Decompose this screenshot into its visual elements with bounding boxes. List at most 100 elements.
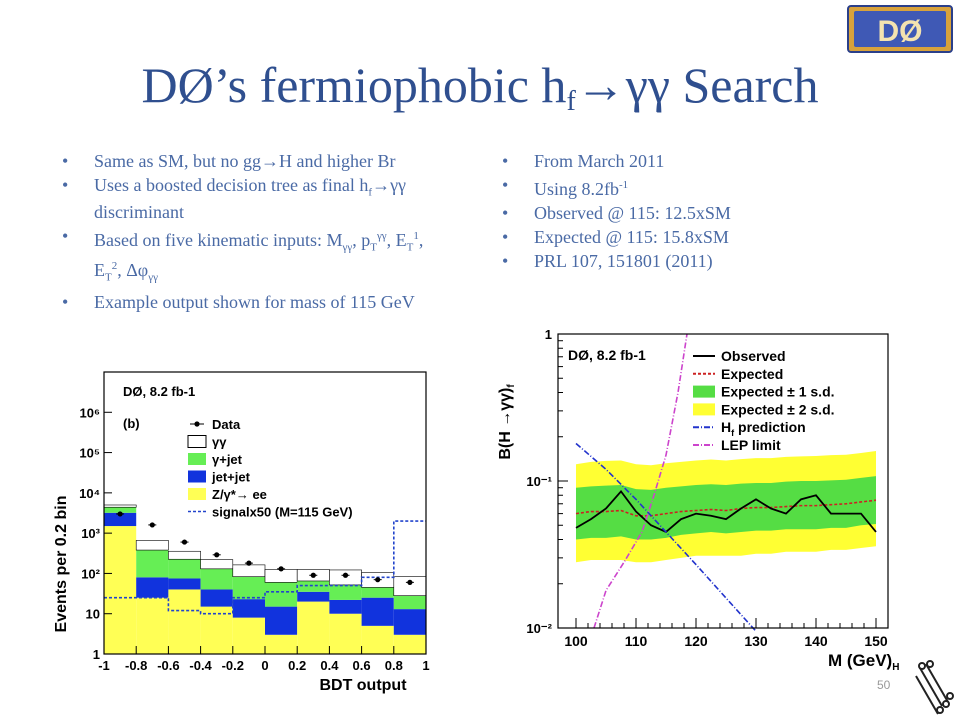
bullet-text: Expected @ 115: 15.8xSM — [534, 227, 729, 247]
bdt-panel-label: (b) — [123, 416, 140, 431]
bullet-text: , p — [352, 229, 371, 250]
bar--jet — [104, 507, 137, 513]
right-bullet-list: From March 2011 Using 8.2fb-1 Observed @… — [500, 152, 900, 276]
bullet-sub: T — [105, 271, 112, 284]
bdt-xlabel: BDT output — [319, 677, 407, 694]
bar--jet — [168, 559, 201, 579]
limit-chart: 10⁻² 10⁻¹ 1 100 110 120 130 140 150 Observed Expe… — [497, 327, 899, 673]
bullet-text: , Δφ — [117, 260, 149, 281]
limit-xlabel: M (GeV)H — [828, 651, 899, 673]
bullet-sub: T — [406, 241, 414, 254]
bar-z-ee — [136, 597, 169, 654]
x-tick-label: 0.8 — [385, 658, 403, 673]
legend-label-part: prediction — [734, 419, 806, 435]
right-bullet-4: Expected @ 115: 15.8xSM — [500, 227, 900, 248]
bar-- — [264, 569, 298, 583]
y-tick-label: 1 — [545, 327, 552, 342]
bullet-text: Example output shown for mass of 115 GeV — [94, 291, 415, 312]
bar-jet-jet — [329, 599, 362, 614]
x-tick-label: 0.4 — [320, 658, 339, 673]
left-bullet-list: Same as SM, but no gg→H and higher Br Us… — [60, 152, 440, 317]
y-tick-label: 10⁴ — [79, 486, 100, 501]
title-main: DØ’s fermiophobic h — [141, 57, 567, 113]
bar-- — [168, 550, 201, 560]
bullet-text: , E — [386, 229, 407, 250]
bar--jet — [361, 587, 394, 598]
bar-z-ee — [200, 606, 233, 654]
bar-z-ee — [232, 617, 265, 654]
arrow-glyph: → — [261, 151, 280, 171]
left-bullet-3: Based on five kinematic inputs: Mγγ, pTγ… — [60, 227, 440, 288]
legend-label-sub: f — [731, 428, 735, 438]
right-bullet-2: Using 8.2fb-1 — [500, 176, 900, 199]
bullet-sup: γγ — [376, 229, 387, 242]
legend-label: signalx50 (M=115 GeV) — [212, 505, 353, 520]
legend-label: Z/γ*→ ee — [212, 487, 267, 502]
bar-jet-jet — [136, 577, 169, 598]
bar-jet-jet — [265, 606, 298, 635]
seal-icon — [915, 660, 954, 715]
limit-title: DØ, 8.2 fb-1 — [568, 347, 646, 363]
lep-limit-line — [593, 333, 688, 629]
bar-z-ee — [361, 625, 394, 654]
y-tick-label: 10 — [86, 607, 100, 622]
right-bullet-1: From March 2011 — [500, 151, 900, 172]
bar-z-ee — [329, 613, 362, 654]
bullet-text: Observed @ 115: 12.5xSM — [534, 203, 731, 223]
bar-- — [135, 540, 169, 551]
bar--jet — [265, 582, 298, 607]
bullet-text: Based on five kinematic inputs: M — [94, 229, 343, 250]
legend-swatch — [188, 453, 206, 465]
bdt-title: DØ, 8.2 fb-1 — [123, 384, 195, 399]
legend-label-part: H — [721, 419, 731, 435]
legend-label: Observed — [721, 348, 786, 364]
bar-z-ee — [265, 634, 298, 654]
left-bullet-1: Same as SM, but no gg→H and higher Br — [60, 151, 440, 172]
bar-jet-jet — [297, 591, 330, 602]
bullet-text: γγ discriminant — [94, 175, 407, 222]
legend-swatch — [188, 470, 206, 483]
bullet-text: Uses a boosted decision tree as final h — [94, 175, 369, 195]
legend-label: Expected — [721, 366, 783, 382]
logo-text: DØ — [878, 15, 923, 48]
x-tick-label: 100 — [564, 633, 588, 649]
bar-jet-jet — [104, 512, 137, 527]
limit-ylabel: B(H →γγ)f — [497, 384, 517, 460]
right-bullet-3: Observed @ 115: 12.5xSM — [500, 203, 900, 224]
legend-swatch — [187, 435, 207, 448]
bullet-text: Same as SM, but no gg — [94, 151, 262, 171]
bullet-text: PRL 107, 151801 (2011) — [534, 251, 713, 271]
left-bullet-4: Example output shown for mass of 115 GeV — [60, 291, 440, 312]
y-tick-label: 10⁻² — [526, 621, 552, 636]
y-tick-label: 10² — [81, 566, 100, 581]
bdt-output-chart: 1 10 10² 10³ 10⁴ 10⁵ 10⁶ -1 -0.8 -0.6 -0.4 -0.2 0 0.2… — [53, 371, 430, 694]
right-bullet-5: PRL 107, 151801 (2011) — [500, 251, 900, 272]
bar-z-ee — [104, 526, 137, 654]
bar--jet — [136, 550, 169, 578]
legend-label: Data — [212, 417, 241, 432]
x-tick-label: 0 — [261, 658, 268, 673]
legend-label: jet+jet — [211, 470, 251, 485]
bdt-ylabel: Events per 0.2 bin — [53, 496, 70, 633]
x-tick-label: 1 — [422, 658, 429, 673]
y-tick-label: 10³ — [81, 526, 100, 541]
band-1sd — [576, 476, 876, 540]
left-bullet-2: Uses a boosted decision tree as final hf… — [60, 176, 440, 222]
signal-step-line — [104, 520, 426, 615]
bar-jet-jet — [200, 589, 233, 607]
bullet-text: H and higher Br — [279, 151, 396, 171]
legend-label: Expected ± 1 s.d. — [721, 384, 835, 400]
legend-label: γγ — [212, 435, 227, 450]
x-tick-label: 130 — [744, 633, 768, 649]
y-tick-label: 10⁵ — [79, 446, 100, 461]
bullet-text: From March 2011 — [534, 151, 665, 171]
y-tick-label: 1 — [93, 647, 100, 662]
x-tick-label: -0.4 — [189, 658, 212, 673]
bar-z-ee — [297, 601, 330, 654]
slide-title: DØ’s fermiophobic hf→γγ Search — [0, 60, 960, 116]
bullet-sub: f — [368, 186, 373, 199]
bar-- — [232, 564, 266, 577]
bar--jet — [232, 576, 265, 600]
bar--jet — [200, 568, 233, 590]
dzero-logo: DØ — [847, 5, 953, 53]
